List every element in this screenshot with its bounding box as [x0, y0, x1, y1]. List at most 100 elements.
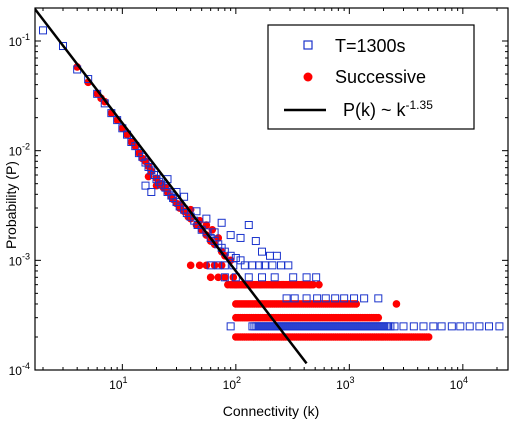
data-point-circle — [352, 300, 361, 308]
data-point-circle — [208, 225, 217, 234]
data-point-square — [84, 75, 93, 84]
data-point-square — [289, 273, 298, 282]
x-tick-label: 104 — [450, 375, 468, 392]
data-point-circle — [248, 280, 257, 289]
data-point-square — [386, 322, 395, 331]
data-point-square — [268, 261, 277, 270]
fit-line — [35, 8, 308, 365]
data-point-circle — [297, 280, 306, 289]
data-point-square — [180, 192, 189, 201]
data-point-circle — [214, 273, 223, 282]
data-point-square — [270, 273, 279, 282]
data-point-square — [409, 322, 418, 331]
data-point-square — [226, 322, 235, 331]
data-point-square — [331, 294, 340, 303]
data-point-square — [302, 273, 311, 282]
data-point-square — [390, 322, 399, 331]
legend-label-fit-base: P(k) ~ k — [343, 100, 407, 120]
data-point-circle — [268, 280, 277, 289]
data-point-square — [152, 171, 161, 180]
legend-marker-successive — [303, 72, 313, 82]
data-point-square — [447, 322, 456, 331]
legend-label-t1300: T=1300s — [335, 36, 406, 56]
y-tick-label: 10-3 — [9, 251, 30, 268]
tick-labels: 101 102 103 104 10-1 10-2 10-3 10-4 — [9, 32, 468, 392]
legend-label-successive: Successive — [335, 67, 426, 87]
data-point-square — [236, 233, 245, 242]
data-point-circle — [195, 261, 204, 270]
data-point-square — [206, 261, 215, 270]
data-point-square — [147, 187, 156, 196]
data-point-square — [251, 237, 260, 246]
data-point-square — [429, 322, 438, 331]
data-point-circle — [206, 273, 215, 282]
data-point-circle — [256, 280, 265, 289]
data-point-circle — [279, 280, 287, 289]
data-point-circle — [224, 280, 232, 289]
data-point-square — [284, 261, 293, 270]
y-tick-label: 10-1 — [9, 32, 30, 49]
data-point-circle — [232, 280, 240, 289]
legend-label-fit-exponent: -1.35 — [406, 98, 434, 112]
axis-ticks — [35, 7, 508, 371]
data-point-square — [147, 166, 156, 175]
data-point-square — [260, 261, 269, 270]
data-point-square — [257, 247, 266, 256]
data-point-square — [475, 322, 484, 331]
data-point-square — [465, 322, 474, 331]
data-point-square — [290, 294, 299, 303]
data-point-square — [495, 322, 504, 331]
x-axis-title: Connectivity (k) — [223, 403, 319, 419]
legend-marker-t1300 — [303, 40, 313, 50]
data-point-square — [226, 231, 235, 240]
data-point-square — [202, 228, 211, 237]
data-point-square — [141, 181, 150, 190]
data-point-square — [360, 294, 369, 303]
legend-box — [267, 24, 475, 130]
data-point-square — [244, 273, 253, 282]
data-point-square — [220, 273, 229, 282]
data-point-square — [220, 261, 229, 270]
data-point-circle — [229, 273, 238, 282]
legend: T=1300s Successive P(k) ~ k-1.35 — [267, 24, 475, 130]
y-tick-label: 10-4 — [9, 361, 30, 378]
x-tick-label: 101 — [109, 375, 127, 392]
data-point-square — [244, 221, 253, 230]
data-point-square — [226, 251, 235, 260]
data-point-square — [255, 261, 264, 270]
data-point-square — [58, 42, 67, 51]
data-point-square — [399, 322, 408, 331]
data-point-circle — [202, 261, 211, 270]
data-point-square — [340, 294, 349, 303]
data-point-square — [312, 273, 321, 282]
x-tick-label: 103 — [336, 375, 354, 392]
data-point-square — [437, 322, 446, 331]
data-point-square — [272, 251, 281, 260]
data-point-square — [236, 256, 245, 265]
data-point-circle — [186, 261, 195, 270]
y-tick-label: 10-2 — [9, 142, 30, 159]
data-point-square — [240, 261, 249, 270]
data-point-square — [374, 294, 383, 303]
data-point-square — [484, 322, 493, 331]
data-point-circle — [221, 273, 229, 282]
data-layer — [35, 8, 504, 365]
data-point-square — [210, 228, 219, 237]
data-point-square — [217, 218, 226, 227]
data-point-square — [321, 294, 330, 303]
data-point-circle — [315, 280, 323, 289]
data-point-circle — [424, 333, 433, 341]
data-point-circle — [374, 313, 383, 322]
x-tick-label: 102 — [223, 375, 241, 392]
data-point-square — [350, 294, 359, 303]
data-point-square — [161, 183, 170, 192]
data-point-circle — [202, 221, 211, 229]
data-point-square — [202, 214, 211, 223]
data-point-square — [257, 273, 266, 282]
data-point-circle — [287, 280, 296, 289]
data-point-square — [141, 158, 150, 167]
data-point-square — [152, 175, 161, 184]
legend-label-fit: P(k) ~ k-1.35 — [343, 98, 433, 120]
data-point-square — [192, 207, 201, 216]
